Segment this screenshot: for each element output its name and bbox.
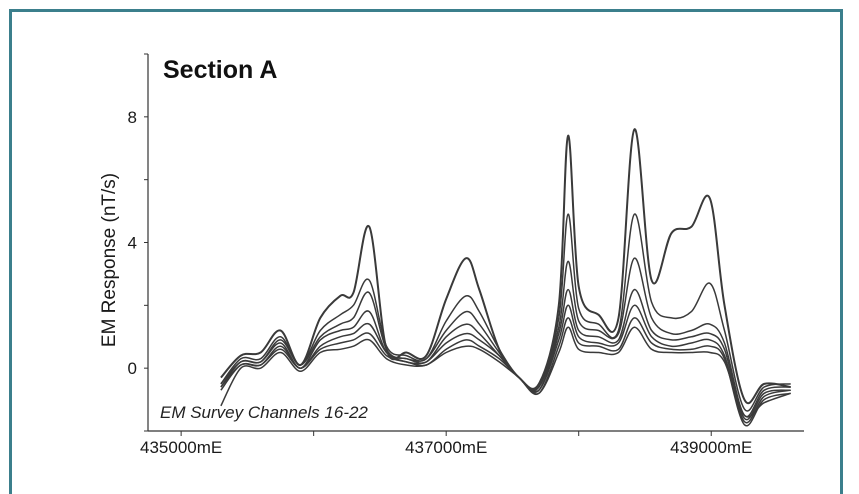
chart-frame [9,9,843,494]
y-tick-label: 8 [128,108,137,127]
series-line-1 [220,128,791,404]
chart-title: Section A [163,56,277,84]
x-tick-label: 437000mE [405,438,487,457]
series-line-2 [220,213,791,412]
x-tick-label: 439000mE [670,438,752,457]
y-tick-label: 4 [128,234,137,253]
y-axis-label: EM Response (nT/s) [99,173,120,347]
series-line-3 [220,257,791,418]
y-tick-label: 0 [128,359,137,378]
x-tick-label: 435000mE [140,438,222,457]
series-line-7 [220,326,791,418]
axes: 0 4 8 435000mE 437000mE 439000mE [128,53,804,457]
channels-annotation: EM Survey Channels 16-22 [160,403,368,422]
series-line-6 [220,317,791,427]
series-layer [220,128,791,427]
